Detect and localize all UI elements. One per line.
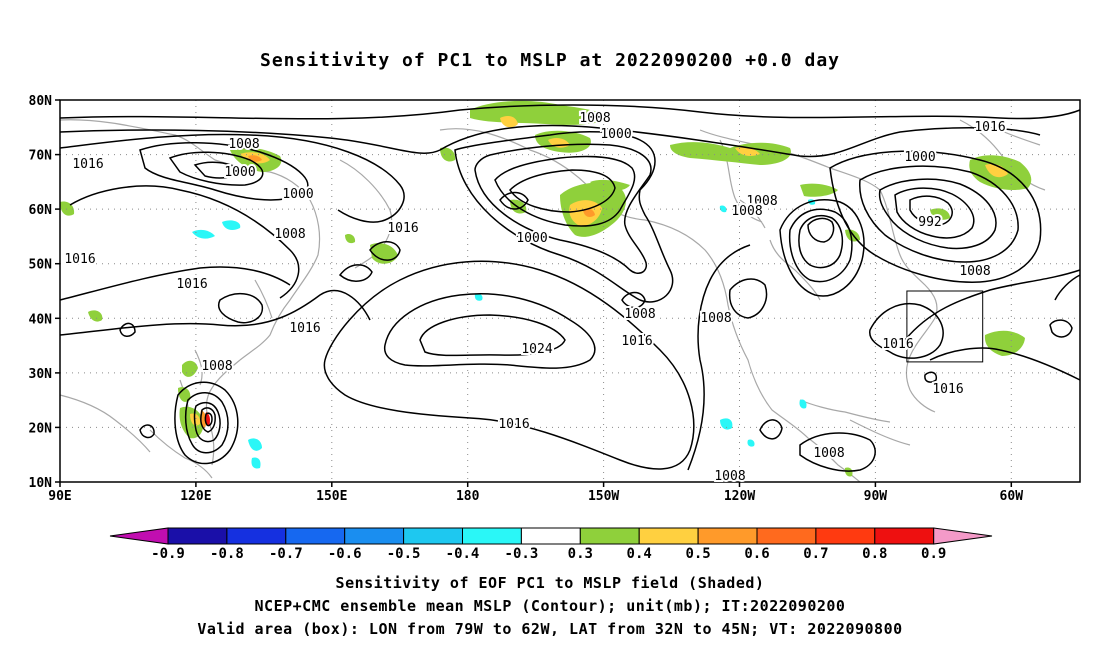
colorbar-label: -0.6: [328, 546, 362, 562]
contour-label: 1008: [274, 227, 305, 242]
colorbar-label: 0.6: [744, 546, 769, 562]
lat-label: 50N: [29, 258, 53, 273]
colorbar-swatch: [403, 527, 464, 545]
plot-frame: [59, 99, 1081, 483]
contour-label: 1000: [600, 127, 631, 142]
colorbar-swatch: [874, 527, 935, 545]
contour-label: 1008: [813, 446, 844, 461]
colorbar-label: -0.8: [210, 546, 244, 562]
colorbar-swatch: [579, 527, 640, 545]
lon-label: 90W: [864, 489, 888, 504]
caption-contour: NCEP+CMC ensemble mean MSLP (Contour); u…: [254, 597, 846, 615]
colorbar-label: -0.3: [505, 546, 539, 562]
lat-label: 30N: [29, 367, 53, 382]
contour-label: 1016: [289, 321, 320, 336]
contour-label: 1016: [176, 277, 207, 292]
colorbar-swatch: [638, 527, 699, 545]
contour-label: 1008: [731, 204, 762, 219]
lon-label: 150E: [316, 489, 347, 504]
colorbar-swatch: [697, 527, 758, 545]
contour-label: 1000: [904, 150, 935, 165]
contour-label: 1016: [621, 334, 652, 349]
colorbar-swatch: [167, 527, 228, 545]
contour-label: 1008: [746, 194, 777, 209]
colorbar: -0.9 -0.8 -0.7 -0.6 -0.5 -0.4 -0.3 0.3 0…: [109, 527, 993, 562]
colorbar-swatch: [109, 527, 169, 545]
contour-label: 1016: [974, 120, 1005, 135]
latitude-labels: 80N 70N 60N 50N 40N 30N 20N 10N: [29, 94, 53, 491]
valid-area-box: [906, 290, 984, 363]
contour-label: 1000: [282, 187, 313, 202]
map-title: Sensitivity of PC1 to MSLP at 2022090200…: [259, 50, 840, 71]
lon-label: 180: [456, 489, 480, 504]
colorbar-swatch: [344, 527, 405, 545]
colorbar-label: 0.7: [803, 546, 828, 562]
contour-label: 1008: [700, 311, 731, 326]
lat-label: 80N: [29, 94, 53, 109]
colorbar-swatch: [520, 527, 581, 545]
colorbar-swatch: [462, 527, 522, 545]
contour-label: 1008: [714, 469, 745, 484]
contour-label: 1008: [959, 264, 990, 279]
contour-label: 1016: [882, 337, 913, 352]
contour-label: 1008: [624, 307, 655, 322]
contour-label: 1016: [72, 157, 103, 172]
colorbar-label: -0.9: [151, 546, 185, 562]
contour-label: 1016: [498, 417, 529, 432]
contour-label: 1008: [579, 111, 610, 126]
lat-label: 40N: [29, 312, 53, 327]
lat-label: 10N: [29, 476, 53, 491]
lat-label: 70N: [29, 149, 53, 164]
lon-label: 120E: [180, 489, 211, 504]
contour-label: 1008: [228, 137, 259, 152]
axis-ticks: [55, 99, 1013, 487]
contour-label: 1000: [516, 231, 547, 246]
colorbar-label: 0.9: [921, 546, 946, 562]
colorbar-swatch: [226, 527, 287, 545]
caption-shading: Sensitivity of EOF PC1 to MSLP field (Sh…: [335, 574, 765, 592]
colorbar-label: 0.5: [685, 546, 710, 562]
lon-label: 60W: [1000, 489, 1024, 504]
coastlines: [59, 119, 1046, 483]
contour-label: 1000: [224, 165, 255, 180]
contour-label: 1008: [201, 359, 232, 374]
colorbar-swatch: [815, 527, 876, 545]
colorbar-label: -0.5: [387, 546, 421, 562]
contour-label: 992: [918, 215, 941, 230]
contour-labels: 1008 1016 1000 1000 1008 1016 1008 1000 …: [62, 109, 1007, 486]
lon-label: 150W: [588, 489, 619, 504]
lon-label: 120W: [724, 489, 755, 504]
contour-label: 1016: [932, 382, 963, 397]
longitude-labels: 90E 120E 150E 180 150W 120W 90W 60W: [48, 489, 1023, 504]
contour-label: 1016: [64, 252, 95, 267]
colorbar-label: -0.7: [269, 546, 303, 562]
colorbar-label: 0.4: [627, 546, 652, 562]
lat-label: 20N: [29, 421, 53, 436]
colorbar-swatch: [285, 527, 346, 545]
colorbar-label: -0.4: [446, 546, 480, 562]
lon-label: 90E: [48, 489, 71, 504]
mslp-contours: [59, 104, 1081, 472]
caption-valid-area: Valid area (box): LON from 79W to 62W, L…: [197, 620, 903, 638]
colorbar-label: 0.3: [568, 546, 593, 562]
lat-label: 60N: [29, 203, 53, 218]
colorbar-label: 0.8: [862, 546, 887, 562]
contour-label: 1016: [387, 221, 418, 236]
contour-label: 1024: [521, 342, 552, 357]
colorbar-swatch: [933, 527, 993, 545]
colorbar-swatch: [756, 527, 817, 545]
